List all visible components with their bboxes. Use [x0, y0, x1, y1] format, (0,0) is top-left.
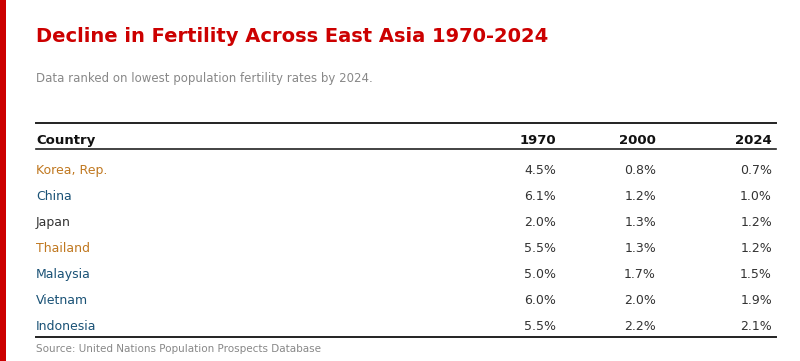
Text: 6.0%: 6.0%: [524, 294, 556, 307]
Text: Malaysia: Malaysia: [36, 268, 91, 281]
Text: Korea, Rep.: Korea, Rep.: [36, 164, 107, 177]
Text: Thailand: Thailand: [36, 242, 90, 255]
Text: 6.1%: 6.1%: [524, 190, 556, 203]
Text: 5.0%: 5.0%: [524, 268, 556, 281]
Text: 1.3%: 1.3%: [624, 242, 656, 255]
Text: 1.7%: 1.7%: [624, 268, 656, 281]
Text: Country: Country: [36, 134, 95, 147]
Text: China: China: [36, 190, 72, 203]
Text: Japan: Japan: [36, 216, 71, 229]
Text: 1.9%: 1.9%: [740, 294, 772, 307]
Text: 5.5%: 5.5%: [524, 242, 556, 255]
Text: Data ranked on lowest population fertility rates by 2024.: Data ranked on lowest population fertili…: [36, 72, 373, 85]
Text: Indonesia: Indonesia: [36, 320, 97, 333]
Text: Vietnam: Vietnam: [36, 294, 88, 307]
Text: 1.2%: 1.2%: [624, 190, 656, 203]
Text: 1.3%: 1.3%: [624, 216, 656, 229]
Text: 1970: 1970: [519, 134, 556, 147]
Text: 1.0%: 1.0%: [740, 190, 772, 203]
Text: 1.2%: 1.2%: [740, 242, 772, 255]
Text: 2.2%: 2.2%: [624, 320, 656, 333]
Text: 2000: 2000: [619, 134, 656, 147]
Text: 2.0%: 2.0%: [524, 216, 556, 229]
Text: 4.5%: 4.5%: [524, 164, 556, 177]
Text: Source: United Nations Population Prospects Database: Source: United Nations Population Prospe…: [36, 344, 321, 355]
Text: 1.5%: 1.5%: [740, 268, 772, 281]
Text: 5.5%: 5.5%: [524, 320, 556, 333]
Text: Decline in Fertility Across East Asia 1970-2024: Decline in Fertility Across East Asia 19…: [36, 27, 548, 46]
Text: 2024: 2024: [735, 134, 772, 147]
Text: 2.1%: 2.1%: [740, 320, 772, 333]
Text: 2.0%: 2.0%: [624, 294, 656, 307]
Text: 1.2%: 1.2%: [740, 216, 772, 229]
Text: 0.8%: 0.8%: [624, 164, 656, 177]
Text: 0.7%: 0.7%: [740, 164, 772, 177]
